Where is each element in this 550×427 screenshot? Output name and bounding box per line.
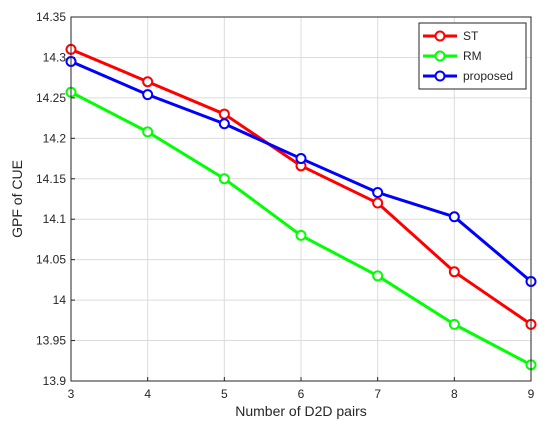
data-point-rm: [295, 229, 307, 241]
series-group: [65, 43, 537, 371]
legend-label: ST: [463, 29, 479, 43]
x-tick-label: 9: [528, 387, 535, 401]
y-tick-label: 13.95: [36, 334, 66, 348]
y-tick-label: 14.2: [43, 131, 67, 145]
x-tick-label: 8: [451, 387, 458, 401]
x-tick-label: 6: [298, 387, 305, 401]
data-point-st: [218, 108, 230, 120]
x-tick-label: 3: [68, 387, 75, 401]
data-point-proposed: [372, 187, 384, 199]
y-tick-label: 14.35: [36, 10, 66, 24]
y-tick-label: 14: [53, 293, 67, 307]
y-tick-label: 14.3: [43, 50, 67, 64]
legend-entry-proposed: proposed: [423, 69, 513, 83]
legend: ST RM proposed: [418, 22, 527, 90]
series-proposed: [65, 55, 537, 288]
data-point-proposed: [295, 153, 307, 165]
y-tick-label: 14.05: [36, 253, 66, 267]
y-tick-label: 14.15: [36, 172, 66, 186]
data-point-proposed: [448, 211, 460, 223]
legend-label: RM: [463, 49, 482, 63]
legend-label: proposed: [463, 69, 513, 83]
data-point-proposed: [142, 89, 154, 101]
y-tick-label: 13.9: [43, 374, 67, 388]
x-tick-label: 5: [221, 387, 228, 401]
data-point-st: [372, 197, 384, 209]
data-point-rm: [142, 126, 154, 138]
y-tick-label: 14.1: [43, 212, 67, 226]
data-point-rm: [448, 318, 460, 330]
series-st: [65, 43, 537, 330]
legend-swatch-marker: [434, 70, 446, 82]
y-tick-label: 14.25: [36, 91, 66, 105]
data-point-rm: [372, 270, 384, 282]
legend-entry-st: ST: [423, 29, 479, 43]
data-point-st: [142, 76, 154, 88]
ticks: 3 4 5 6 7 8 9 13.9 13.95 14 14.05 14.1 14.15 14.2 14.2…: [36, 10, 535, 401]
legend-swatch-marker: [434, 50, 446, 62]
legend-swatch-marker: [434, 30, 446, 42]
data-point-rm: [218, 173, 230, 185]
legend-entry-rm: RM: [423, 49, 482, 63]
y-axis-label: GPF of CUE: [9, 160, 25, 238]
data-point-proposed: [218, 118, 230, 130]
x-tick-label: 7: [374, 387, 381, 401]
x-axis-label: Number of D2D pairs: [235, 403, 367, 419]
data-point-st: [448, 266, 460, 278]
x-tick-label: 4: [144, 387, 151, 401]
